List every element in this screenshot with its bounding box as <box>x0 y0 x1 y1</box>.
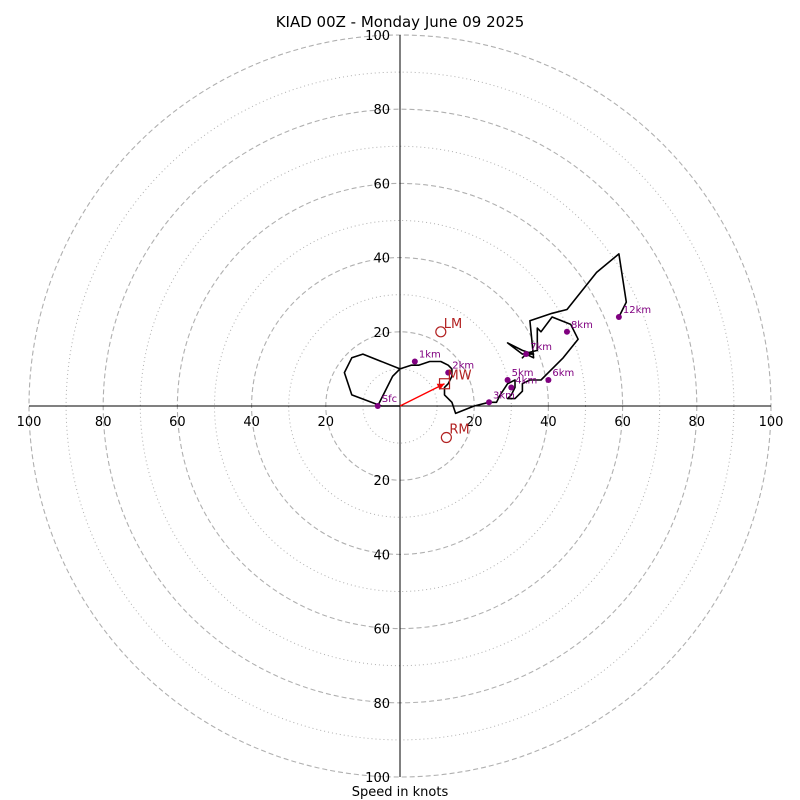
height-marker-label: 2km <box>452 361 474 372</box>
tick-label-top: 80 <box>373 103 390 118</box>
tick-label-right: 60 <box>614 415 631 430</box>
height-marker-label: 7km <box>530 342 552 353</box>
tick-label-top: 40 <box>373 252 390 267</box>
tick-labels: 100 80 60 40 20 20 40 60 80 100 100 80 60 40 20 20 40 60 8… <box>17 29 784 786</box>
storm-motion-marker <box>438 378 451 390</box>
tick-label-top: 100 <box>365 29 390 44</box>
storm-motion-label: MW <box>448 369 472 384</box>
tick-label-right: 40 <box>540 415 557 430</box>
tick-label-bottom: 80 <box>373 697 390 712</box>
height-marker-point <box>563 328 570 335</box>
storm-motion-marker <box>440 431 452 444</box>
mean-wind-vector-arrowhead <box>436 383 445 391</box>
tick-label-right: 100 <box>759 415 784 430</box>
chart-title: KIAD 00Z - Monday June 09 2025 <box>276 13 525 31</box>
height-marker-point <box>504 377 511 384</box>
tick-label-left: 20 <box>318 415 335 430</box>
height-marker-label: 1km <box>419 349 441 360</box>
tick-label-top: 60 <box>373 177 390 192</box>
storm-motion-label: RM <box>449 423 469 438</box>
tick-label-bottom: 40 <box>373 548 390 563</box>
mean-wind-vector <box>399 383 445 407</box>
x-axis-label: Speed in knots <box>352 785 449 800</box>
tick-label-right: 20 <box>466 415 483 430</box>
height-marker-label: 3km <box>493 390 515 401</box>
height-marker-point <box>486 399 493 406</box>
tick-label-left: 80 <box>95 415 112 430</box>
tick-label-left: 60 <box>169 415 186 430</box>
storm-motion-label: LM <box>444 317 462 332</box>
tick-label-right: 80 <box>689 415 706 430</box>
wind-trace-line <box>376 253 628 415</box>
tick-label-left: 100 <box>17 415 42 430</box>
wind-trace <box>343 253 628 415</box>
height-marker-point <box>523 351 530 358</box>
tick-label-bottom: 20 <box>373 474 390 489</box>
mean-wind-vector-line <box>399 383 445 407</box>
height-marker-point <box>374 403 381 409</box>
height-marker-point <box>411 358 418 365</box>
height-marker-point <box>445 369 452 376</box>
height-marker-label: 12km <box>623 305 651 316</box>
height-marker-label: 6km <box>552 368 574 379</box>
height-marker-label: 4km <box>515 375 537 386</box>
height-marker-label: Sfc <box>382 394 397 405</box>
height-marker-point <box>545 377 552 384</box>
height-marker-point <box>615 313 622 320</box>
wind-trace-low-level <box>343 353 401 407</box>
tick-label-left: 40 <box>243 415 260 430</box>
height-marker-label: 8km <box>571 320 593 331</box>
storm-motion-marker <box>435 326 447 338</box>
storm-motion-markers: LM RM MW <box>435 317 472 444</box>
tick-label-bottom: 100 <box>365 771 390 786</box>
tick-label-bottom: 60 <box>373 623 390 638</box>
height-marker-point <box>508 384 515 391</box>
tick-label-top: 20 <box>373 326 390 341</box>
height-marker-label: 5km <box>512 368 534 379</box>
